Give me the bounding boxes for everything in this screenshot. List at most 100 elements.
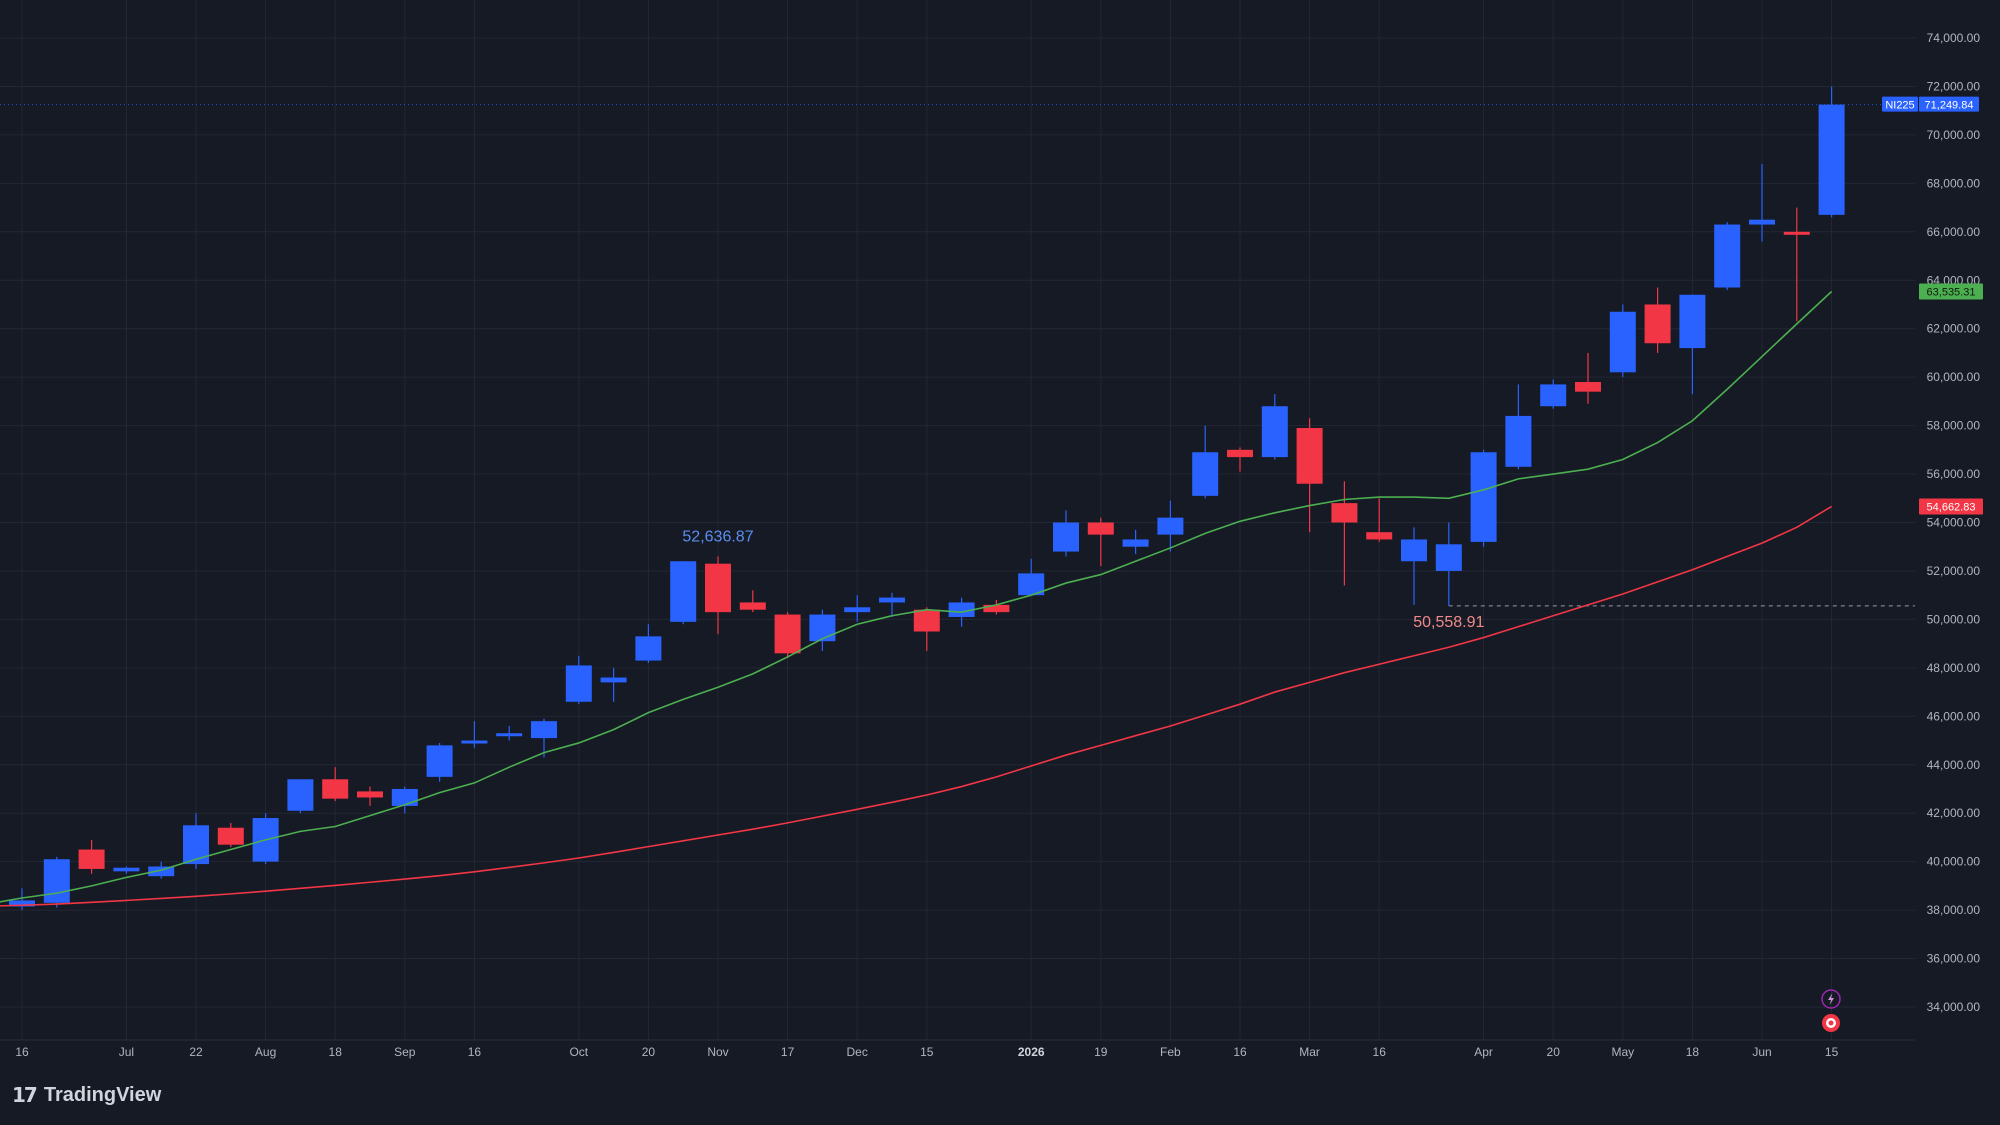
candle-body <box>1575 381 1601 392</box>
y-tick-label: 60,000.00 <box>1927 370 1981 384</box>
candle-body <box>739 602 766 610</box>
grid-lines <box>0 0 1915 1040</box>
y-tick-label: 68,000.00 <box>1927 176 1981 190</box>
candle-body <box>1192 452 1219 496</box>
y-tick-label: 54,000.00 <box>1927 516 1981 530</box>
price-chart[interactable]: 52,636.87 50,558.91 34,000.00 36,000.00 38… <box>0 0 2000 1065</box>
record-icon[interactable] <box>1822 1014 1840 1032</box>
candle-body <box>496 733 523 737</box>
y-tick-label: 50,000.00 <box>1927 612 1981 626</box>
candle-body <box>1435 544 1462 571</box>
x-tick-label: 22 <box>189 1045 203 1059</box>
candle-body <box>43 859 70 903</box>
candle-body <box>1470 452 1497 542</box>
candle-body <box>1122 539 1149 547</box>
x-tick-label: Jun <box>1752 1045 1771 1059</box>
candle-body <box>1505 415 1532 467</box>
candle-body <box>600 677 627 683</box>
x-tick-label: Nov <box>707 1045 728 1059</box>
candle-body <box>1053 522 1079 552</box>
candle-body <box>1018 573 1045 596</box>
candle-body <box>670 561 697 622</box>
candle-body <box>913 609 940 632</box>
y-tick-label: 62,000.00 <box>1927 322 1981 336</box>
x-tick-label: 20 <box>1547 1045 1561 1059</box>
candle-body <box>565 665 592 702</box>
sma-fast-value: 63,535.31 <box>1927 287 1976 299</box>
lightning-icon[interactable] <box>1821 989 1841 1009</box>
candle-body <box>1331 503 1358 523</box>
candle-body <box>774 614 801 654</box>
y-tick-label: 42,000.00 <box>1927 806 1981 820</box>
brand-name: TradingView <box>43 1083 162 1106</box>
candle-body <box>113 867 140 872</box>
footer-bar: 17 TradingView <box>0 1065 2000 1125</box>
candle-body <box>1087 522 1114 535</box>
candle-body <box>322 779 349 799</box>
time-axis[interactable]: 16 Jul 22 Aug 18 Sep 16 Oct 20 Nov 17 Dec 15 2026 19 Fe… <box>0 1039 1915 1059</box>
y-tick-label: 70,000.00 <box>1927 128 1981 142</box>
candle-body <box>357 791 383 798</box>
tradingview-mark-icon: 17 <box>12 1083 38 1107</box>
symbol-label: NI225 <box>1885 100 1914 112</box>
x-tick-label: Dec <box>847 1045 868 1059</box>
candle-body <box>1401 539 1427 562</box>
candle-body <box>1540 384 1567 407</box>
x-tick-label: Jul <box>119 1045 134 1059</box>
candle-body <box>1296 428 1323 484</box>
sma-slow-line <box>0 505 1833 907</box>
high-annotation: 52,636.87 <box>682 528 753 545</box>
candle-body <box>948 602 975 617</box>
x-tick-label: Oct <box>569 1045 588 1059</box>
tradingview-logo[interactable]: 17 TradingView <box>12 1083 161 1107</box>
x-tick-label: 2026 <box>1018 1045 1045 1059</box>
candle-body <box>1157 517 1184 535</box>
candle-body <box>879 597 905 603</box>
x-tick-label: 17 <box>781 1045 795 1059</box>
y-tick-label: 38,000.00 <box>1927 903 1981 917</box>
x-tick-label: Mar <box>1299 1045 1320 1059</box>
candle-body <box>1366 532 1393 540</box>
y-tick-label: 36,000.00 <box>1927 952 1981 966</box>
last-price-label: 71,249.84 <box>1925 100 1974 112</box>
y-tick-label: 52,000.00 <box>1927 564 1981 578</box>
candles-layer <box>9 86 1845 911</box>
candle-body <box>1783 231 1810 235</box>
candle-body <box>148 866 175 877</box>
sma-fast-line <box>0 290 1833 903</box>
candle-body <box>809 614 836 642</box>
chart-panel[interactable]: 52,636.87 50,558.91 34,000.00 36,000.00 38… <box>0 0 2000 1065</box>
x-tick-label: Apr <box>1474 1045 1493 1059</box>
candle-body <box>217 827 244 845</box>
candle-body <box>1644 304 1671 344</box>
candle-body <box>705 563 731 613</box>
x-tick-label: 18 <box>329 1045 343 1059</box>
sma-fast-tag: 63,535.31 <box>1919 283 1983 300</box>
candle-body <box>1714 224 1741 288</box>
y-tick-label: 40,000.00 <box>1927 855 1981 869</box>
candle-body <box>461 740 488 744</box>
candle-body <box>1609 311 1636 373</box>
price-axis[interactable]: 34,000.00 36,000.00 38,000.00 40,000.00 42,0… <box>1927 31 1981 1014</box>
y-tick-label: 58,000.00 <box>1927 419 1981 433</box>
candle-body <box>1818 104 1845 215</box>
sma-slow-value: 54,662.83 <box>1927 501 1976 513</box>
sma-slow-tag: 54,662.83 <box>1919 498 1983 515</box>
x-tick-label: 19 <box>1094 1045 1108 1059</box>
candle-body <box>287 779 314 811</box>
candle-body <box>531 721 557 739</box>
last-price-tag: NI225 71,249.84 <box>1882 96 1979 112</box>
y-tick-label: 72,000.00 <box>1927 79 1981 93</box>
x-tick-label: 16 <box>468 1045 482 1059</box>
candle-body <box>78 849 105 869</box>
y-tick-label: 74,000.00 <box>1927 31 1981 45</box>
candle-body <box>391 788 418 806</box>
x-tick-label: 15 <box>1825 1045 1839 1059</box>
candle-body <box>1227 449 1253 458</box>
x-tick-label: 20 <box>642 1045 656 1059</box>
y-tick-label: 56,000.00 <box>1927 467 1981 481</box>
candle-body <box>9 900 35 907</box>
candle-body <box>426 745 453 777</box>
x-tick-label: May <box>1611 1045 1634 1059</box>
y-tick-label: 46,000.00 <box>1927 709 1981 723</box>
